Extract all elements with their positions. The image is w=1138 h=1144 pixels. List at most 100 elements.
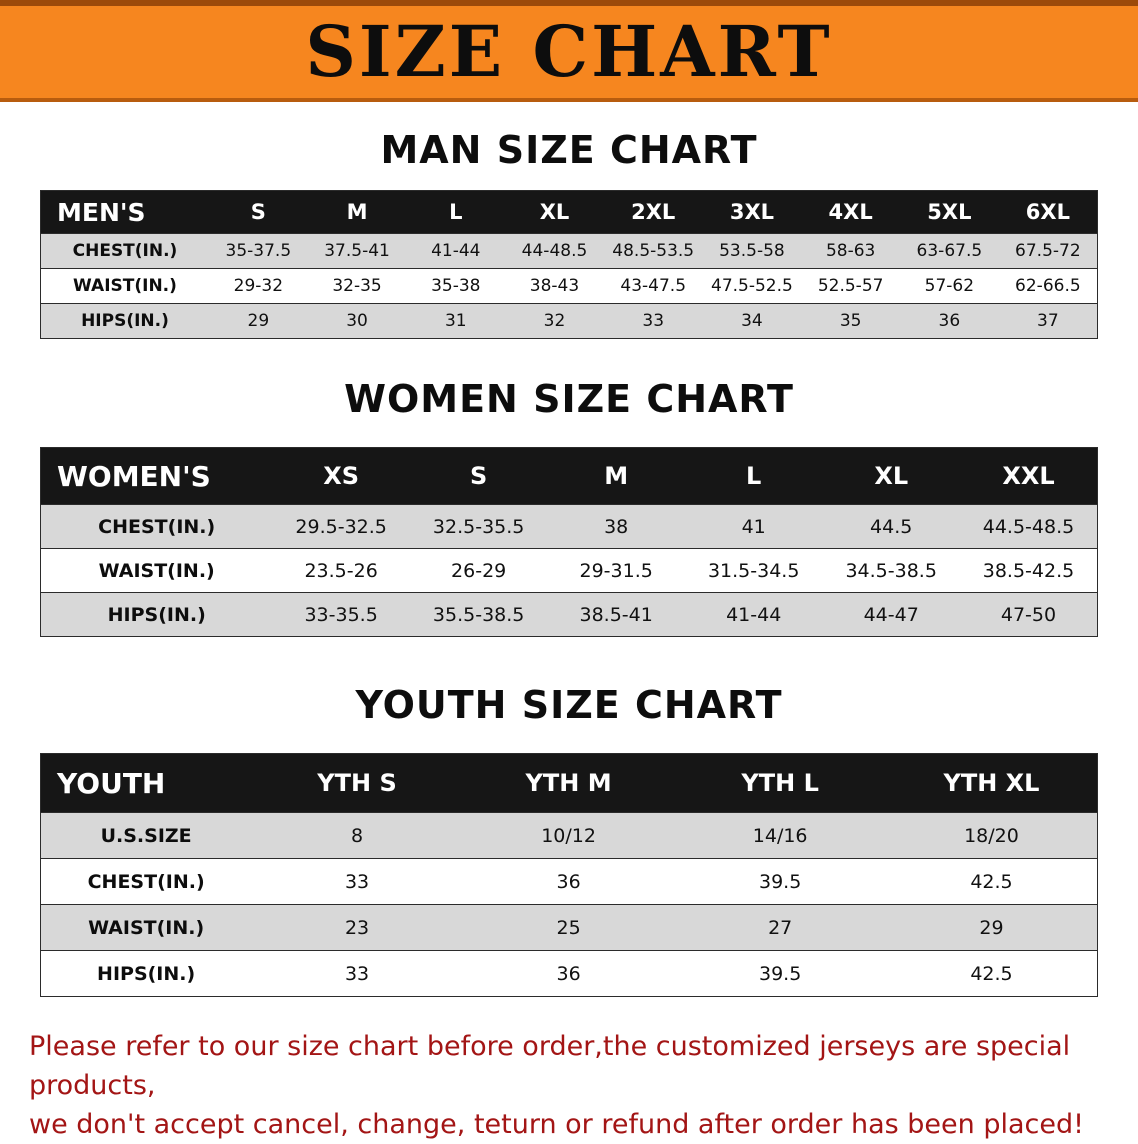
size-cell: 38	[547, 504, 685, 549]
size-cell: 29.5-32.5	[272, 504, 410, 549]
womens-size-table: WOMEN'S XS S M L XL XXL CHEST(IN.) 29.5-…	[40, 447, 1098, 637]
size-cell: 38.5-42.5	[959, 548, 1098, 593]
size-cell: 14/16	[674, 812, 886, 859]
size-cell: 36	[462, 950, 675, 997]
row-label: CHEST(IN.)	[40, 233, 209, 269]
size-cell: 35-38	[406, 268, 506, 304]
size-col-header: XS	[272, 447, 410, 505]
mens-table-header-row: MEN'S S M L XL 2XL 3XL 4XL 5XL 6XL	[40, 190, 1098, 234]
table-row: WAIST(IN.) 23 25 27 29	[40, 904, 1098, 951]
size-col-header: 5XL	[900, 190, 999, 234]
youth-table-header-row: YOUTH YTH S YTH M YTH L YTH XL	[40, 753, 1098, 813]
size-cell: 36	[462, 858, 675, 905]
size-cell: 33	[251, 950, 463, 997]
size-cell: 35	[801, 303, 900, 339]
table-row: CHEST(IN.) 33 36 39.5 42.5	[40, 858, 1098, 905]
size-cell: 31	[406, 303, 506, 339]
size-cell: 43-47.5	[603, 268, 703, 304]
table-row: CHEST(IN.) 35-37.5 37.5-41 41-44 44-48.5…	[40, 233, 1098, 269]
size-cell: 26-29	[409, 548, 548, 593]
size-cell: 57-62	[900, 268, 999, 304]
size-cell: 63-67.5	[900, 233, 999, 269]
size-cell: 37	[998, 303, 1098, 339]
row-label: CHEST(IN.)	[40, 858, 252, 905]
size-col-header: L	[406, 190, 506, 234]
size-cell: 38-43	[505, 268, 604, 304]
size-cell: 32-35	[307, 268, 407, 304]
disclaimer-note: Please refer to our size chart before or…	[29, 1027, 1109, 1144]
size-col-header: YTH L	[674, 753, 886, 813]
women-section-heading: WOMEN SIZE CHART	[344, 377, 794, 421]
size-cell: 25	[462, 904, 675, 951]
disclaimer-line-1: Please refer to our size chart before or…	[29, 1031, 1071, 1102]
row-label: WAIST(IN.)	[40, 548, 273, 593]
size-cell: 8	[251, 812, 463, 859]
size-cell: 36	[900, 303, 999, 339]
row-label: HIPS(IN.)	[40, 592, 273, 637]
table-row: HIPS(IN.) 33-35.5 35.5-38.5 38.5-41 41-4…	[40, 592, 1098, 637]
size-cell: 44.5-48.5	[959, 504, 1098, 549]
size-cell: 67.5-72	[998, 233, 1098, 269]
size-cell: 32	[505, 303, 604, 339]
youth-size-table: YOUTH YTH S YTH M YTH L YTH XL U.S.SIZE …	[40, 753, 1098, 997]
size-col-header: 3XL	[702, 190, 802, 234]
mens-size-table: MEN'S S M L XL 2XL 3XL 4XL 5XL 6XL CHEST…	[40, 190, 1098, 339]
size-cell: 47-50	[959, 592, 1098, 637]
size-cell: 44.5	[822, 504, 960, 549]
size-col-header: YTH XL	[885, 753, 1098, 813]
size-cell: 41-44	[684, 592, 823, 637]
size-cell: 41	[684, 504, 823, 549]
womens-table-title-cell: WOMEN'S	[40, 447, 273, 505]
size-cell: 53.5-58	[702, 233, 802, 269]
womens-table-header-row: WOMEN'S XS S M L XL XXL	[40, 447, 1098, 505]
table-row: CHEST(IN.) 29.5-32.5 32.5-35.5 38 41 44.…	[40, 504, 1098, 549]
row-label: WAIST(IN.)	[40, 904, 252, 951]
size-col-header: XXL	[959, 447, 1098, 505]
table-row: WAIST(IN.) 23.5-26 26-29 29-31.5 31.5-34…	[40, 548, 1098, 593]
size-cell: 38.5-41	[547, 592, 685, 637]
size-col-header: XL	[822, 447, 960, 505]
size-cell: 23.5-26	[272, 548, 410, 593]
men-section: MAN SIZE CHART MEN'S S M L XL 2XL 3XL 4X…	[0, 128, 1138, 339]
size-col-header: S	[208, 190, 308, 234]
size-cell: 47.5-52.5	[702, 268, 802, 304]
size-cell: 52.5-57	[801, 268, 900, 304]
size-cell: 34.5-38.5	[822, 548, 960, 593]
banner-title: SIZE CHART	[305, 10, 833, 93]
mens-table-title-cell: MEN'S	[40, 190, 209, 234]
youth-section: YOUTH SIZE CHART YOUTH YTH S YTH M YTH L…	[0, 683, 1138, 997]
size-cell: 58-63	[801, 233, 900, 269]
size-cell: 32.5-35.5	[409, 504, 548, 549]
men-section-heading: MAN SIZE CHART	[380, 128, 758, 172]
disclaimer-line-2: we don't accept cancel, change, teturn o…	[29, 1109, 1084, 1141]
size-cell: 33	[603, 303, 703, 339]
row-label: HIPS(IN.)	[40, 950, 252, 997]
size-cell: 10/12	[462, 812, 675, 859]
size-chart-banner: SIZE CHART	[0, 0, 1138, 102]
row-label: CHEST(IN.)	[40, 504, 273, 549]
row-label: WAIST(IN.)	[40, 268, 209, 304]
table-row: U.S.SIZE 8 10/12 14/16 18/20	[40, 812, 1098, 859]
size-cell: 37.5-41	[307, 233, 407, 269]
women-section: WOMEN SIZE CHART WOMEN'S XS S M L XL XXL…	[0, 377, 1138, 637]
size-col-header: YTH S	[251, 753, 463, 813]
size-cell: 29	[885, 904, 1098, 951]
size-cell: 33	[251, 858, 463, 905]
size-cell: 39.5	[674, 858, 886, 905]
table-row: HIPS(IN.) 33 36 39.5 42.5	[40, 950, 1098, 997]
size-col-header: 4XL	[801, 190, 900, 234]
size-cell: 29-32	[208, 268, 308, 304]
size-cell: 34	[702, 303, 802, 339]
size-col-header: S	[409, 447, 548, 505]
size-cell: 33-35.5	[272, 592, 410, 637]
size-col-header: 2XL	[603, 190, 703, 234]
size-col-header: M	[547, 447, 685, 505]
table-row: WAIST(IN.) 29-32 32-35 35-38 38-43 43-47…	[40, 268, 1098, 304]
size-cell: 27	[674, 904, 886, 951]
size-cell: 29	[208, 303, 308, 339]
row-label: U.S.SIZE	[40, 812, 252, 859]
size-col-header: L	[684, 447, 823, 505]
size-col-header: YTH M	[462, 753, 675, 813]
size-col-header: XL	[505, 190, 604, 234]
size-cell: 42.5	[885, 950, 1098, 997]
